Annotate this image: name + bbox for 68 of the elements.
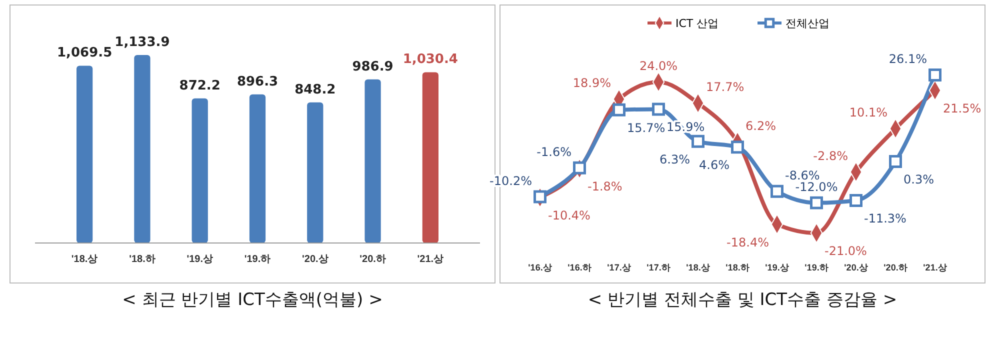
x-tick-label: '21.상 [417,254,444,266]
x-tick-label: '20.하 [360,254,386,266]
x-tick-label: '18.상 [71,254,98,266]
bar [364,79,381,243]
point [652,102,665,116]
bar [76,66,93,243]
data-label: 872.2 [179,78,220,94]
point [534,190,546,204]
point [731,140,744,154]
data-label: 6.3% [660,152,690,166]
point [770,184,784,198]
point [692,134,704,148]
data-label: 17.7% [706,80,744,94]
data-label: 1,069.5 [57,46,112,61]
bar [422,72,438,243]
data-label: 986.9 [352,59,394,74]
data-label: 26.1% [888,52,927,66]
point [612,103,626,116]
data-label: 21.5% [943,101,982,116]
legend-label: ICT 산업 [676,17,719,30]
x-tick-label: '20.상 [844,262,868,272]
x-tick-label: '19.상 [186,254,213,266]
x-tick-label: '18.상 [686,262,710,272]
bar [134,55,150,243]
point [850,194,862,207]
data-label: -18.4% [726,235,769,250]
data-label: -1.6% [536,144,572,159]
data-label: 1,030.4 [402,52,458,68]
x-tick-label: '18.하 [129,254,156,266]
x-tick-label: '20.하 [884,262,908,272]
legend-label: 전체산업 [786,17,830,30]
data-label: 0.3% [904,172,934,187]
x-tick-label: '21.상 [923,262,947,272]
data-label: 1,133.9 [114,35,170,50]
text: < 반기별 전체수출 및 ICT수출 증감율 > [588,290,898,310]
bar [307,102,324,243]
data-label: 24.0% [639,59,678,74]
data-label: -21.0% [824,244,867,258]
data-label: 15.7% [627,120,666,135]
data-label: -8.6% [785,168,820,182]
data-label: 4.6% [699,158,730,172]
data-label: 18.9% [572,76,611,90]
point [810,196,823,210]
x-tick-label: '18.하 [726,262,750,272]
data-label: -1.8% [588,180,622,194]
text: < 최근 반기별 ICT수출액(억불) > [122,290,383,310]
data-label: 848.2 [294,82,336,98]
data-label: -2.8% [813,148,848,163]
bar [192,98,208,243]
x-tick-label: '19.상 [765,262,789,272]
data-label: -11.3% [864,211,906,226]
data-label: 896.3 [236,74,278,90]
data-label: 6.2% [746,118,776,133]
x-tick-label: '16.상 [528,262,552,272]
point [889,155,902,168]
x-tick-label: '17.상 [607,262,631,272]
data-label: -10.4% [548,208,590,222]
data-label: -12.0% [795,180,838,194]
data-label: -10.2% [490,174,532,188]
x-tick-label: '20.상 [302,254,328,266]
point [573,161,586,174]
data-label: 10.1% [849,106,888,120]
x-tick-label: '19.하 [244,254,271,266]
x-tick-label: '16.하 [568,262,592,272]
point [928,68,942,82]
bar [249,94,266,243]
x-tick-label: '17.하 [646,262,670,272]
x-tick-label: '19.하 [804,262,828,272]
